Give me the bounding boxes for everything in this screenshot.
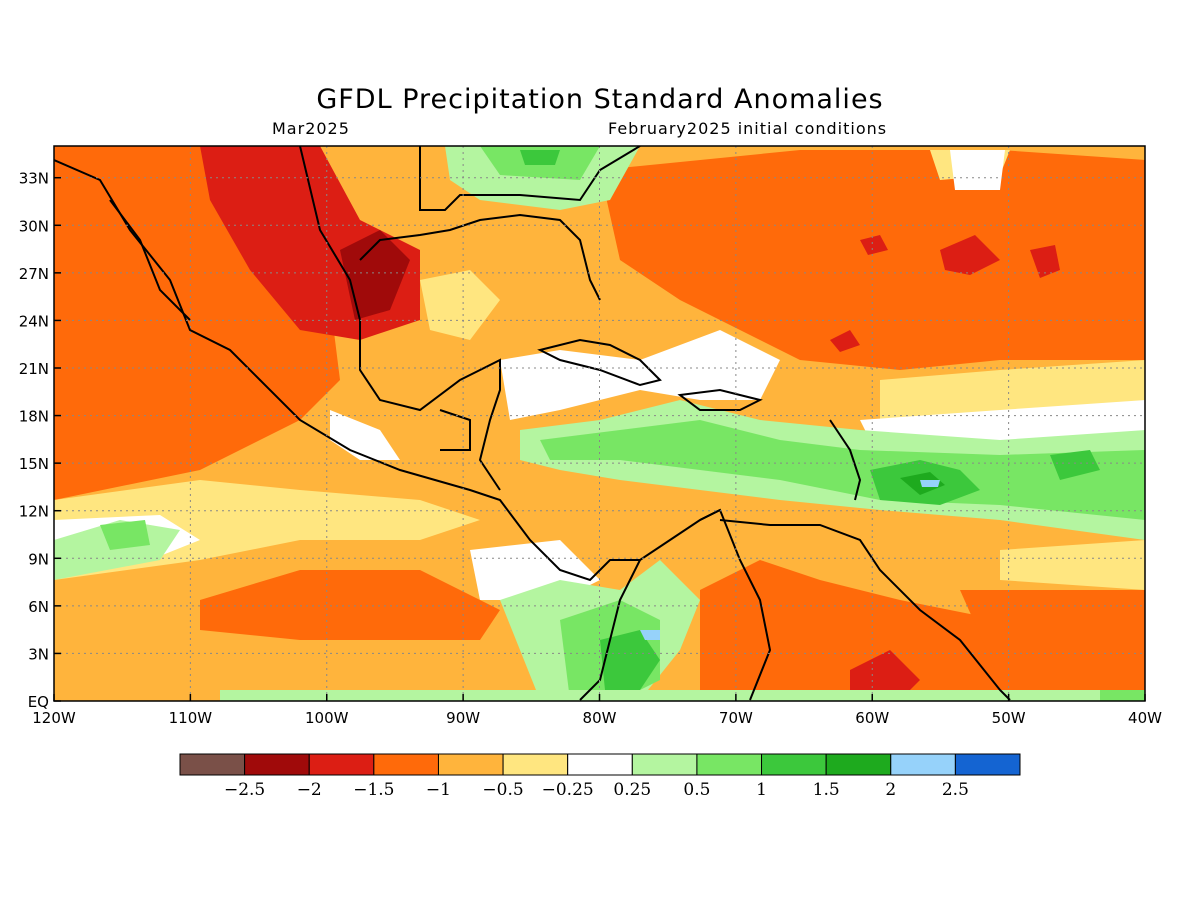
colorbar-label: −2.5 bbox=[224, 780, 265, 800]
colorbar-label: 0.25 bbox=[613, 780, 651, 800]
lat-tick-label: 3N bbox=[28, 645, 49, 663]
lat-tick-label: 27N bbox=[19, 265, 49, 283]
lat-tick-label: 12N bbox=[19, 503, 49, 521]
lon-tick-label: 90W bbox=[446, 709, 480, 727]
colorbar-swatch bbox=[437, 753, 504, 776]
colorbar-label: −2 bbox=[297, 780, 322, 800]
colorbar-swatch bbox=[825, 753, 892, 776]
colorbar-swatch bbox=[761, 753, 827, 776]
lat-tick-label: 18N bbox=[19, 408, 49, 426]
colorbar-label: −0.25 bbox=[542, 780, 594, 800]
lat-tick-label: EQ bbox=[28, 693, 49, 711]
chart-title: GFDL Precipitation Standard Anomalies bbox=[316, 84, 884, 115]
lon-tick-label: 50W bbox=[992, 709, 1026, 727]
lon-tick-label: 60W bbox=[855, 709, 889, 727]
colorbar: −2.5 −2 −1.5 −1 −0.5 −0.25 0.25 0.5 1 1.5 2 2.5 bbox=[179, 753, 1021, 800]
colorbar-label: −0.5 bbox=[482, 780, 523, 800]
lon-tick-label: 70W bbox=[719, 709, 753, 727]
colorbar-swatch bbox=[954, 753, 1021, 776]
colorbar-label: 0.5 bbox=[683, 780, 710, 800]
lat-tick-label: 6N bbox=[28, 598, 49, 616]
longitude-axis: 120W 110W 100W 90W 80W 70W 60W 50W 40W bbox=[32, 694, 1162, 727]
colorbar-swatch bbox=[567, 753, 633, 776]
colorbar-swatch bbox=[890, 753, 956, 776]
colorbar-swatch bbox=[179, 753, 246, 776]
colorbar-label: 1.5 bbox=[813, 780, 840, 800]
lat-tick-label: 21N bbox=[19, 360, 49, 378]
colorbar-swatch bbox=[373, 753, 439, 776]
lon-tick-label: 110W bbox=[169, 709, 213, 727]
colorbar-label: −1.5 bbox=[353, 780, 394, 800]
lat-tick-label: 9N bbox=[28, 550, 49, 568]
colorbar-label: 2.5 bbox=[942, 780, 969, 800]
lon-tick-label: 120W bbox=[32, 709, 76, 727]
colorbar-swatch bbox=[502, 753, 569, 776]
lon-tick-label: 40W bbox=[1128, 709, 1162, 727]
colorbar-label: 2 bbox=[885, 780, 896, 800]
colorbar-swatch bbox=[696, 753, 763, 776]
colorbar-swatch bbox=[308, 753, 375, 776]
colorbar-label: 1 bbox=[756, 780, 767, 800]
lon-tick-label: 80W bbox=[583, 709, 617, 727]
latitude-axis: EQ 3N 6N 9N 12N 15N 18N 21N 24N 27N 30N 33N bbox=[19, 170, 61, 711]
colorbar-label: −1 bbox=[426, 780, 451, 800]
lat-tick-label: 24N bbox=[19, 312, 49, 330]
colorbar-swatch bbox=[631, 753, 698, 776]
colorbar-swatch bbox=[244, 753, 310, 776]
lat-tick-label: 30N bbox=[19, 217, 49, 235]
initial-conditions: February2025 initial conditions bbox=[608, 119, 888, 138]
forecast-month: Mar2025 bbox=[272, 119, 350, 138]
lat-tick-label: 15N bbox=[19, 455, 49, 473]
lon-tick-label: 100W bbox=[305, 709, 349, 727]
anomaly-field bbox=[54, 146, 1145, 701]
lat-tick-label: 33N bbox=[19, 170, 49, 188]
